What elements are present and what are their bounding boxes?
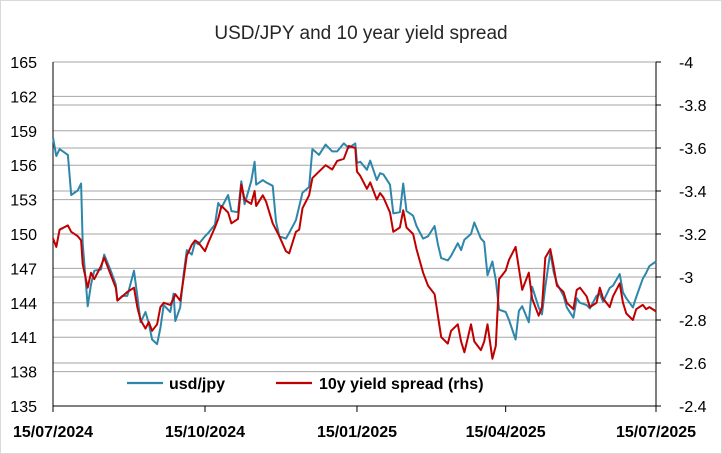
x-axis-ticks: 15/07/2024 15/10/2024 15/01/2025 15/04/2025… xyxy=(13,424,696,441)
x-tick-label-15-10-2024: 15/10/2024 xyxy=(165,424,245,441)
left-tick-label-165: 165 xyxy=(10,55,37,72)
legend-label-usdjpy: usd/jpy xyxy=(169,376,225,393)
left-tick-label-162: 162 xyxy=(10,89,37,106)
right-tick-label--3.4: -3.4 xyxy=(679,184,707,201)
right-tick-label--4: -4 xyxy=(679,55,693,72)
right-tick-label--2.8: -2.8 xyxy=(679,313,707,330)
left-tick-label-153: 153 xyxy=(10,193,37,210)
x-tick-label-15-07-2024: 15/07/2024 xyxy=(13,424,93,441)
chart-title: USD/JPY and 10 year yield spread xyxy=(214,23,507,44)
legend: usd/jpy 10y yield spread (rhs) xyxy=(127,376,484,393)
left-tick-label-159: 159 xyxy=(10,124,37,141)
right-tick-label--2.6: -2.6 xyxy=(679,356,707,373)
x-tick-label-15-04-2025: 15/04/2025 xyxy=(466,424,546,441)
legend-label-yield-spread: 10y yield spread (rhs) xyxy=(319,376,484,393)
x-tick-label-15-07-2025: 15/07/2025 xyxy=(616,424,696,441)
right-tick-label--2.4: -2.4 xyxy=(679,399,707,416)
right-tick-label--3.8: -3.8 xyxy=(679,98,707,115)
axes xyxy=(52,61,661,412)
left-axis-ticks: 135 138 141 144 147 150 153 156 159 162 165 xyxy=(10,55,37,416)
left-tick-label-147: 147 xyxy=(10,261,37,278)
x-tick-label-15-01-2025: 15/01/2025 xyxy=(317,424,397,441)
series-line-usdjpy xyxy=(52,137,657,346)
right-tick-label--3.6: -3.6 xyxy=(679,141,707,158)
left-tick-label-135: 135 xyxy=(10,399,37,416)
series-lines xyxy=(52,137,657,360)
left-tick-label-141: 141 xyxy=(10,330,37,347)
left-tick-label-138: 138 xyxy=(10,365,37,382)
right-tick-label--3.2: -3.2 xyxy=(679,227,707,244)
right-tick-label--3: -3 xyxy=(679,270,693,287)
left-tick-label-156: 156 xyxy=(10,158,37,175)
right-axis-ticks: -4 -3.8 -3.6 -3.4 -3.2 -3 -2.8 -2.6 -2.4 xyxy=(679,55,707,416)
series-line-yield-spread xyxy=(52,144,657,360)
left-tick-label-144: 144 xyxy=(10,296,37,313)
left-tick-label-150: 150 xyxy=(10,227,37,244)
